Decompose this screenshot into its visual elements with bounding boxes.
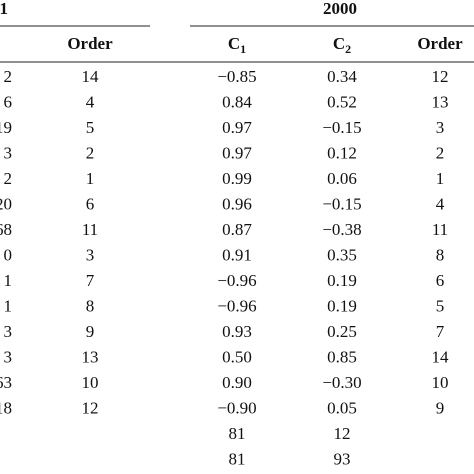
column-header-text: Order (417, 34, 463, 53)
cell: 3 (4, 143, 13, 162)
cell: 5 (436, 296, 445, 315)
cell: 7 (436, 322, 445, 341)
cell: 0.12 (327, 143, 357, 162)
cell: 0.97 (222, 118, 252, 137)
cell: 0.85 (327, 347, 357, 366)
cell: 6 (436, 271, 445, 290)
cell: 0.50 (222, 347, 252, 366)
cell: 3 (436, 118, 445, 137)
cell: 0.84 (222, 92, 252, 111)
cell: 0.90 (222, 373, 252, 392)
cell: 0 (4, 245, 13, 264)
group-header: 2000 (323, 0, 357, 18)
cell: 0.25 (327, 322, 357, 341)
cell: 0.97 (222, 143, 252, 162)
column-header-text: C (228, 34, 240, 53)
cell: 3 (4, 322, 13, 341)
footer-cell: 12 (334, 424, 351, 443)
cell: 0.93 (222, 322, 252, 341)
cell: 0.87 (222, 220, 252, 239)
cell: 20 (0, 194, 12, 213)
cell: 8 (86, 296, 95, 315)
cell: 14 (82, 67, 100, 86)
cell: 2 (4, 169, 13, 188)
column-header: Order (67, 34, 113, 53)
cell: 0.19 (327, 271, 357, 290)
cell: 9 (436, 398, 445, 417)
column-header-text: Order (67, 34, 113, 53)
cell: 4 (436, 194, 445, 213)
cell: 63 (0, 373, 12, 392)
cell: 3 (4, 347, 13, 366)
cell: 6 (86, 194, 95, 213)
cell: 3 (86, 245, 95, 264)
cell: 7 (86, 271, 95, 290)
cell: 2 (86, 143, 95, 162)
cell: 18 (0, 398, 12, 417)
cell: 10 (82, 373, 99, 392)
cell: 11 (82, 220, 98, 239)
cell: 1 (436, 169, 445, 188)
cell: 0.99 (222, 169, 252, 188)
cell: 0.91 (222, 245, 252, 264)
cell: 2 (4, 67, 13, 86)
cell: 0.06 (327, 169, 357, 188)
cell: −0.85 (217, 67, 256, 86)
group-header: 1 (0, 0, 8, 18)
cell: 1 (86, 169, 95, 188)
column-header-subscript: 1 (240, 42, 246, 56)
cell: 2 (436, 143, 445, 162)
cell: 5 (86, 118, 95, 137)
cell: 10 (432, 373, 449, 392)
cell: 8 (436, 245, 445, 264)
cell: 9 (86, 322, 95, 341)
footer-cell: 81 (229, 449, 246, 468)
cell: 19 (0, 118, 12, 137)
cell: 6 (4, 92, 13, 111)
cell: 0.34 (327, 67, 357, 86)
cell: 12 (82, 398, 99, 417)
cell: 1 (4, 271, 13, 290)
cell: 0.52 (327, 92, 357, 111)
cell: 68 (0, 220, 12, 239)
cell: −0.96 (217, 296, 256, 315)
column-header-subscript: 2 (345, 42, 351, 56)
column-header: C2 (333, 34, 351, 56)
cell: −0.96 (217, 271, 256, 290)
column-header: C1 (228, 34, 246, 56)
cell: 1 (4, 296, 13, 315)
footer-cell: 93 (334, 449, 351, 468)
cell: −0.30 (322, 373, 361, 392)
footer-cell: 81 (229, 424, 246, 443)
cell: 12 (432, 67, 449, 86)
cell: −0.38 (322, 220, 361, 239)
cell: 14 (432, 347, 450, 366)
cell: −0.90 (217, 398, 256, 417)
cell: −0.15 (322, 118, 361, 137)
cell: 13 (432, 92, 449, 111)
column-header-text: C (333, 34, 345, 53)
cell: 0.35 (327, 245, 357, 264)
cell: 11 (432, 220, 448, 239)
cell: 0.19 (327, 296, 357, 315)
cell: 4 (86, 92, 95, 111)
cell: 0.96 (222, 194, 252, 213)
cell: 0.05 (327, 398, 357, 417)
cell: 13 (82, 347, 99, 366)
column-header: Order (417, 34, 463, 53)
cell: −0.15 (322, 194, 361, 213)
